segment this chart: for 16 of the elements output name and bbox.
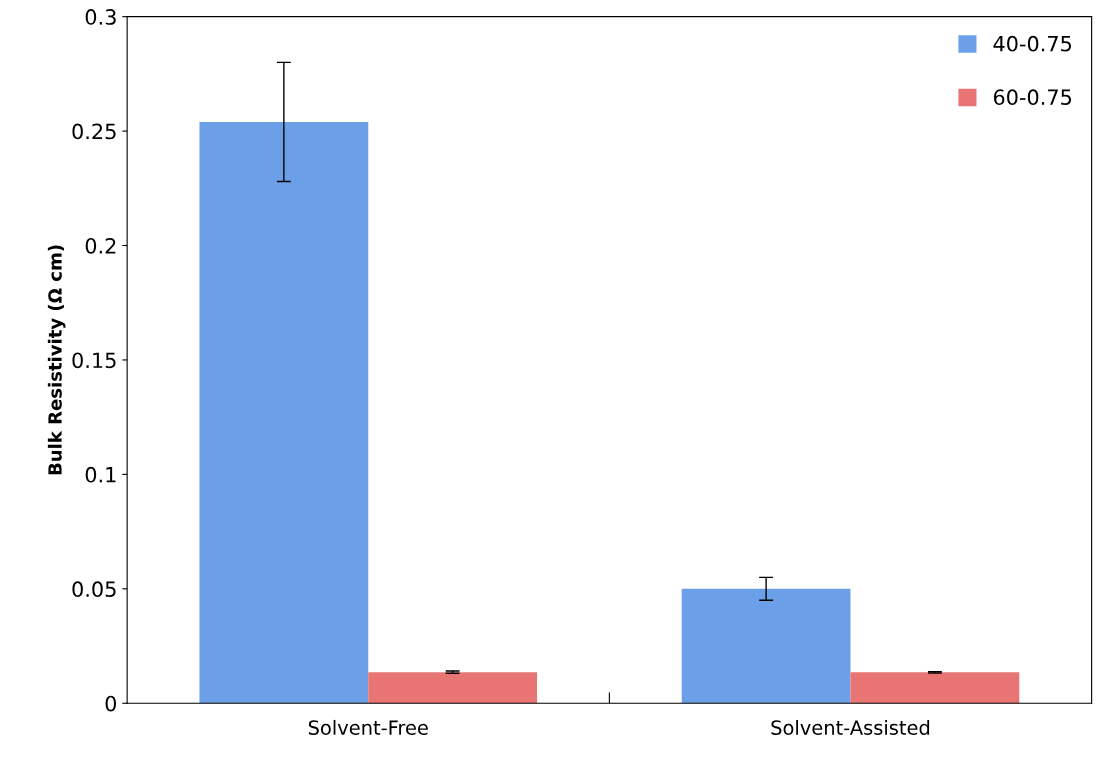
x-tick-label: Solvent-Assisted xyxy=(771,719,930,735)
y-tick-label: 0.3 xyxy=(85,9,116,25)
bar xyxy=(681,588,851,704)
legend-label: 40-0.75 xyxy=(993,35,1072,52)
y-tick-label: 0.1 xyxy=(85,466,116,483)
legend-label: 60-0.75 xyxy=(993,89,1072,106)
y-axis-title: Bulk Resistivity (Ω cm) xyxy=(47,245,66,475)
y-tick-label: 0.2 xyxy=(85,237,116,254)
bar xyxy=(368,672,538,704)
y-tick-label: 0.15 xyxy=(72,352,116,369)
y-tick-label: 0.25 xyxy=(72,123,116,140)
bar xyxy=(850,672,1020,704)
y-tick-label: 0 xyxy=(105,695,117,712)
bar xyxy=(199,121,369,704)
x-tick-label: Solvent-Free xyxy=(308,719,428,735)
y-tick-label: 0.05 xyxy=(72,581,116,598)
